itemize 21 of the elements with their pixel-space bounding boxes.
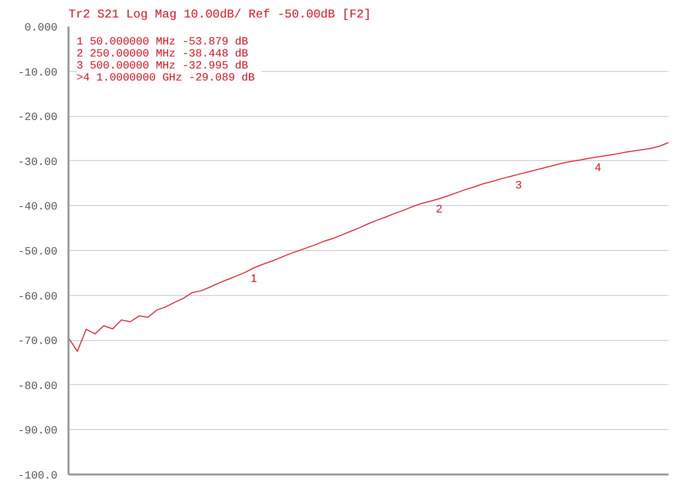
annotation: >4 1.0000000 GHz -29.089 dB (76, 72, 256, 84)
annotation: 2 (436, 204, 442, 216)
y-tick-label: -60.00 (18, 291, 58, 304)
line-series (68, 142, 668, 352)
y-tick-label: -40.00 (18, 202, 58, 214)
annotation: 1 50.000000 MHz -53.879 dB (76, 36, 249, 48)
y-tick-label: -90.00 (18, 426, 58, 438)
y-tick-label: -20.00 (18, 112, 58, 124)
y-tick-label: -30.00 (18, 156, 58, 169)
annotation: 3 500.00000 MHz -32.995 dB (76, 60, 249, 72)
annotation: 2 250.00000 MHz -38.448 dB (76, 48, 249, 60)
y-tick-label: -10.00 (18, 67, 58, 80)
annotation: 1 (250, 272, 257, 285)
y-tick-label: 0.000 (24, 22, 58, 34)
chart-title: Tr2 S21 Log Mag 10.00dB/ Ref -50.00dB [F2] (68, 8, 371, 22)
y-tick-label: -80.00 (18, 380, 58, 393)
annotation: 3 (515, 179, 522, 192)
y-tick-label: -100.0 (18, 470, 58, 482)
annotation: 4 (594, 162, 601, 174)
y-tick-label: -70.00 (18, 336, 58, 348)
y-tick-label: -50.00 (18, 246, 58, 258)
